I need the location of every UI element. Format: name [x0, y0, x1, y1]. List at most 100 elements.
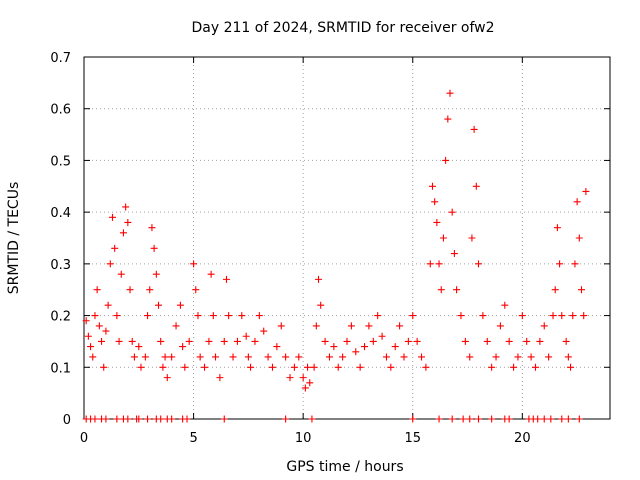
- data-point: [126, 286, 134, 294]
- data-point: [461, 337, 469, 345]
- data-point: [466, 353, 474, 361]
- y-tick-label: 0.7: [50, 51, 71, 66]
- data-point: [233, 337, 241, 345]
- data-point: [382, 353, 390, 361]
- data-point: [128, 337, 136, 345]
- data-point: [540, 415, 548, 423]
- data-point: [155, 301, 163, 309]
- data-point: [578, 286, 586, 294]
- data-point: [222, 275, 230, 283]
- data-point: [247, 363, 255, 371]
- data-point: [205, 337, 213, 345]
- data-point: [264, 353, 272, 361]
- data-point: [450, 250, 458, 258]
- x-tick-label: 10: [295, 431, 312, 446]
- data-point: [179, 343, 187, 351]
- data-point: [428, 182, 436, 190]
- data-point: [301, 384, 309, 392]
- axis-ticks: [83, 56, 610, 420]
- data-point: [163, 374, 171, 382]
- data-point: [135, 415, 143, 423]
- data-point: [161, 353, 169, 361]
- data-point: [575, 415, 583, 423]
- data-point: [369, 337, 377, 345]
- data-point: [209, 312, 217, 320]
- data-point: [212, 353, 219, 361]
- data-point: [573, 198, 581, 206]
- data-point: [523, 337, 531, 345]
- data-point: [466, 415, 474, 423]
- data-point: [569, 312, 577, 320]
- data-point: [488, 415, 496, 423]
- data-point: [426, 260, 434, 268]
- data-point: [91, 312, 99, 320]
- data-point: [518, 312, 526, 320]
- data-point: [330, 343, 338, 351]
- data-point: [562, 337, 570, 345]
- data-point: [290, 363, 298, 371]
- data-point: [152, 270, 160, 278]
- data-point: [225, 312, 233, 320]
- data-point: [558, 415, 566, 423]
- data-point: [277, 322, 285, 330]
- data-point: [102, 415, 110, 423]
- grid: [84, 57, 610, 419]
- data-point: [505, 337, 513, 345]
- y-tick-label: 0.4: [50, 206, 71, 221]
- plot-frame: [83, 56, 611, 420]
- data-point: [196, 353, 204, 361]
- data-point: [315, 275, 323, 283]
- data-point: [172, 322, 180, 330]
- data-point: [409, 415, 417, 423]
- data-point: [475, 415, 482, 423]
- data-point: [422, 363, 430, 371]
- data-point: [396, 322, 404, 330]
- data-point: [453, 286, 461, 294]
- data-point: [431, 198, 439, 206]
- data-point: [582, 187, 590, 195]
- data-point: [255, 312, 263, 320]
- data-point: [505, 415, 513, 423]
- data-point: [575, 234, 583, 242]
- data-point: [479, 312, 487, 320]
- data-point: [260, 327, 268, 335]
- data-point: [295, 353, 303, 361]
- data-point: [492, 353, 500, 361]
- data-point: [391, 343, 399, 351]
- data-point: [181, 363, 189, 371]
- data-point: [106, 260, 114, 268]
- data-point: [564, 353, 572, 361]
- data-point: [268, 363, 276, 371]
- y-tick-label: 0.1: [50, 361, 71, 376]
- data-point: [448, 208, 456, 216]
- y-tick-label: 0.5: [50, 154, 71, 169]
- data-point: [470, 125, 478, 133]
- x-tick-label: 20: [514, 431, 531, 446]
- data-point: [102, 327, 110, 335]
- data-point: [413, 337, 421, 345]
- data-point: [229, 353, 237, 361]
- data-point: [117, 270, 125, 278]
- data-point: [84, 332, 92, 340]
- data-point: [216, 374, 224, 382]
- data-point: [531, 363, 539, 371]
- data-point: [137, 363, 145, 371]
- data-point: [176, 301, 184, 309]
- x-tick-labels: 0 5 10 15 20: [80, 431, 531, 446]
- data-point: [141, 353, 149, 361]
- data-point: [472, 182, 480, 190]
- data-point: [527, 353, 535, 361]
- y-tick-label: 0.3: [50, 258, 71, 273]
- data-point: [448, 415, 456, 423]
- data-point: [183, 415, 191, 423]
- data-point: [282, 353, 290, 361]
- data-point: [194, 312, 202, 320]
- data-point: [87, 343, 95, 351]
- data-point: [409, 312, 417, 320]
- data-point: [510, 363, 518, 371]
- data-point: [192, 286, 200, 294]
- data-point: [514, 353, 522, 361]
- data-point: [501, 301, 509, 309]
- data-point: [551, 286, 559, 294]
- data-point: [571, 260, 579, 268]
